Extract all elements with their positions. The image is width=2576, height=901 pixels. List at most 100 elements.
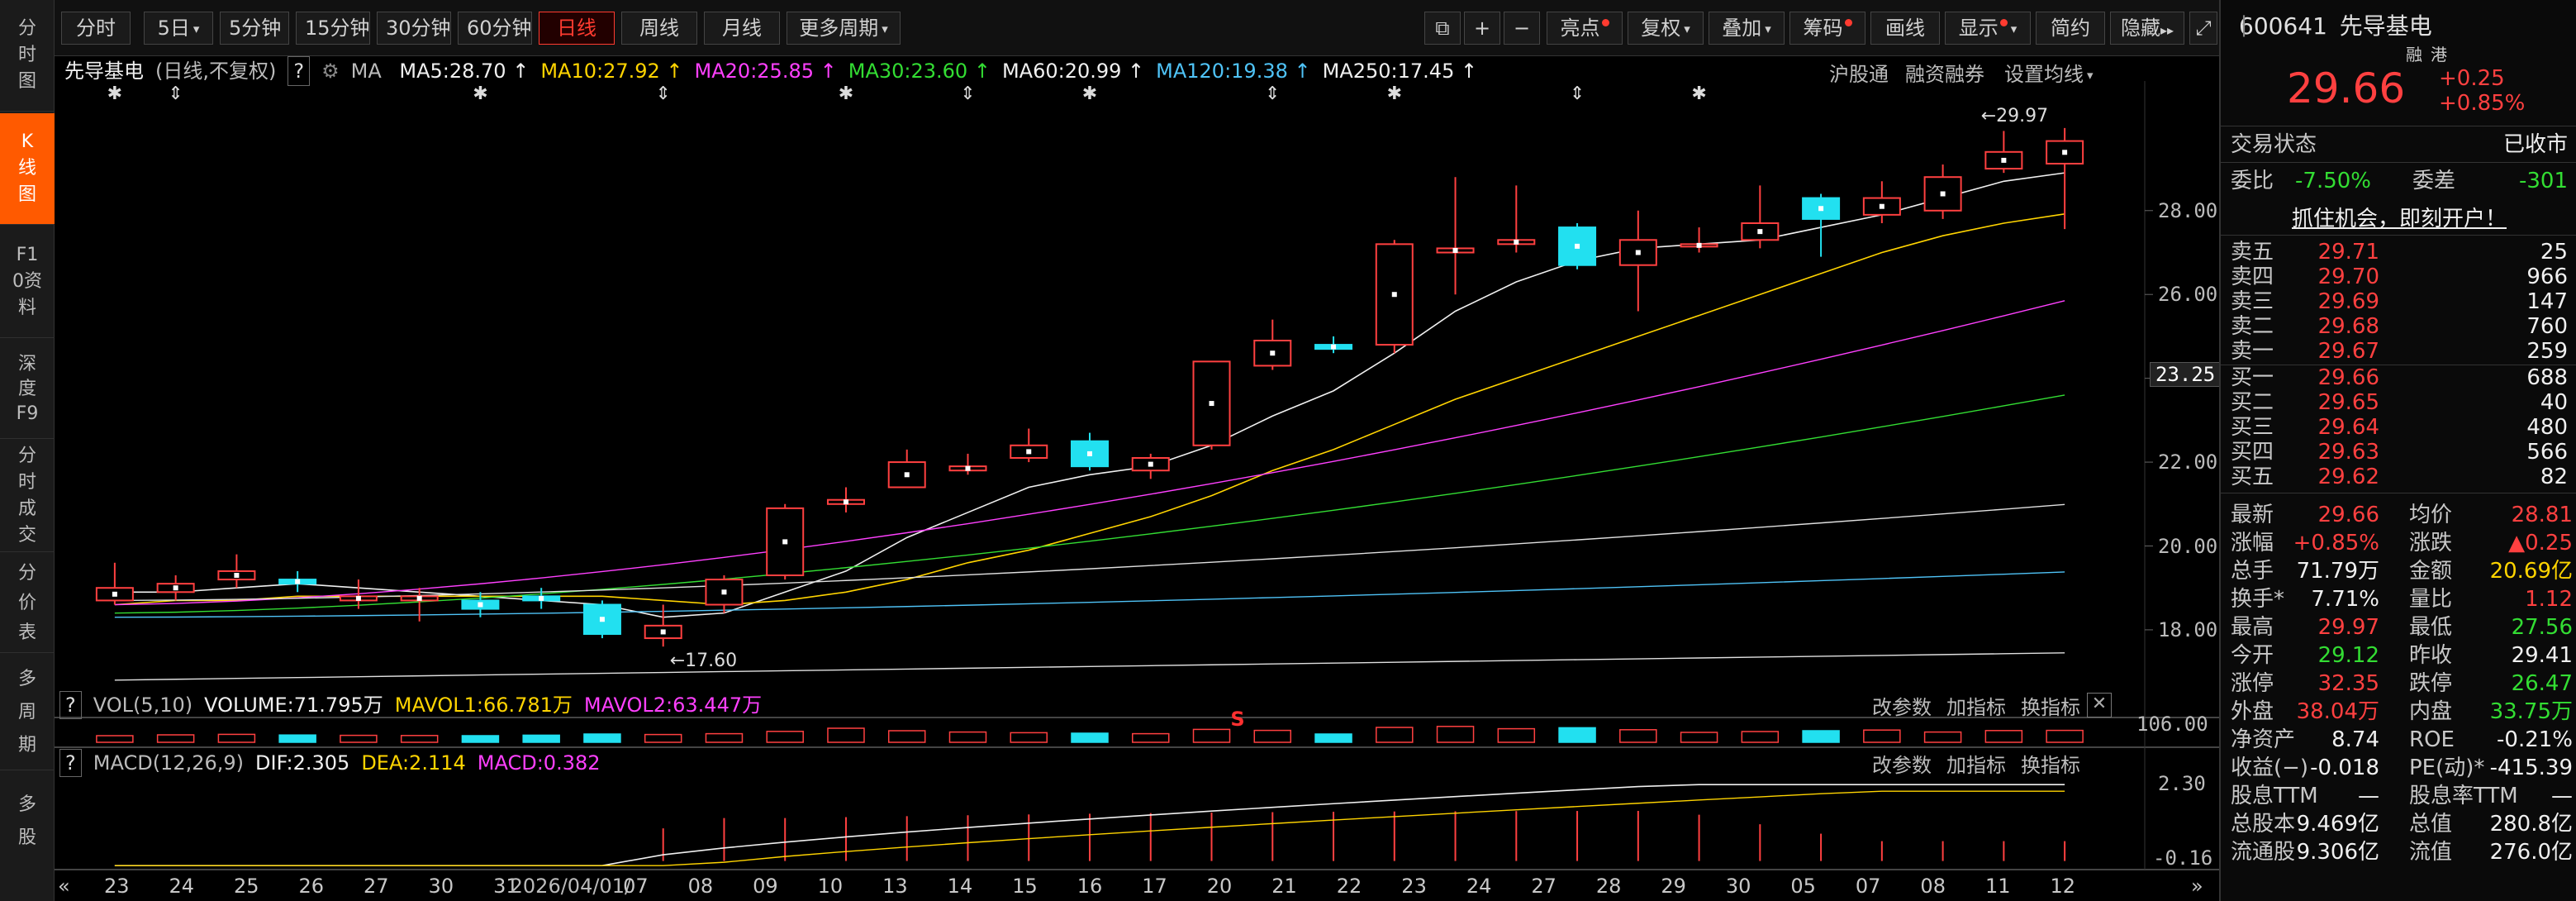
volume-bar [1619, 729, 1657, 743]
fullscreen-icon[interactable]: ⤢ [2189, 12, 2217, 45]
candle-dot [112, 591, 117, 597]
period-30min[interactable]: 30分钟 [377, 12, 451, 45]
sidebar-item-label: 深度F9 [16, 353, 39, 424]
date-tick: 12 [2050, 875, 2075, 898]
display-button[interactable]: 显示 ▾ [1945, 12, 2031, 45]
tag-margin: 融 [2406, 45, 2422, 64]
highlight-button[interactable]: 亮点 [1547, 12, 1623, 45]
link-hgt[interactable]: 沪股通 [1829, 63, 1889, 86]
link-set-ma[interactable]: 设置均线 ▾ [2004, 58, 2094, 87]
open-account-link[interactable]: 抓住机会，即刻开户！ [2291, 207, 2507, 231]
macd-link-add[interactable]: 加指标 [1946, 754, 2006, 777]
volume-bar [1863, 729, 1901, 743]
bid-row[interactable]: 买三 29.64 480 [2221, 415, 2576, 440]
quote-menu-icon[interactable]: ▕ [2231, 17, 2245, 37]
stat-label: 股息率TTM [2409, 784, 2518, 808]
period-monthly[interactable]: 月线 [704, 12, 780, 45]
simple-button[interactable]: 简约 [2036, 12, 2105, 45]
close-icon[interactable]: ✕ [2087, 693, 2112, 717]
vol-link-add[interactable]: 加指标 [1946, 696, 2006, 719]
sidebar-item-f10[interactable]: F10资料 [0, 226, 55, 338]
stat-value: 26.47 [2511, 671, 2573, 696]
period-5day[interactable]: 5日 ▾ [144, 12, 213, 45]
vol-link-switch[interactable]: 换指标 [2021, 696, 2080, 719]
crop-icon[interactable]: ⧉ [1424, 12, 1461, 45]
date-tick: 27 [1531, 875, 1557, 898]
overlay-button[interactable]: 叠加 ▾ [1709, 12, 1785, 45]
period-timeshare[interactable]: 分时 [61, 12, 131, 45]
ask-row[interactable]: 卖五 29.71 25 [2221, 240, 2576, 265]
status-value: 已收市 [2502, 132, 2568, 157]
vol-axis-label: 106.00 [2136, 713, 2208, 736]
zoom-in-icon[interactable]: + [1464, 12, 1500, 45]
sidebar-item-timeshare[interactable]: 分时图 [0, 0, 55, 112]
date-tick: 07 [1855, 875, 1881, 898]
sidebar-item-depth[interactable]: 深度F9 [0, 340, 55, 439]
volume-bar [1558, 727, 1596, 743]
stat-value: 20.69亿 [2489, 559, 2573, 584]
candle-dot [173, 585, 178, 591]
period-weekly[interactable]: 周线 [621, 12, 697, 45]
zoom-out-icon[interactable]: − [1504, 12, 1540, 45]
sidebar-item-kline[interactable]: K线图 [0, 113, 55, 225]
price-tick: 22.00 [2158, 450, 2218, 474]
quote-header: 600641 先导基电 [2239, 8, 2432, 41]
sidebar-item-price-table[interactable]: 分价表 [0, 554, 55, 653]
draw-line-button[interactable]: 画线 [1870, 12, 1940, 45]
stat-label: 换手* [2231, 587, 2285, 612]
ma-value-0: MA5:28.70 ↑ [399, 60, 530, 83]
event-marker: ⇕ [960, 83, 975, 104]
volume-bar [400, 735, 439, 743]
level-volume: 259 [2526, 339, 2568, 364]
candle-dot [721, 589, 727, 595]
candle-dot [782, 539, 788, 545]
kline-chart[interactable]: ✱ ⇕ ✱ ⇕ ✱ ⇕ ✱ ⇕ ✱ ⇕ ✱ ←29.97 ←17.60 S [55, 56, 2219, 901]
sidebar-item-trades[interactable]: 分时成交 [0, 441, 55, 552]
ask-row[interactable]: 卖二 29.68 760 [2221, 314, 2576, 339]
event-marker: ✱ [107, 83, 122, 104]
volume-bar [1984, 730, 2023, 743]
period-more[interactable]: 更多周期 ▾ [787, 12, 901, 45]
vol-link-params[interactable]: 改参数 [1872, 696, 1932, 719]
macd-legend: ? MACD(12,26,9) DIF:2.305 DEA:2.114 MACD:0.3… [59, 749, 612, 777]
period-daily[interactable]: 日线 [539, 12, 615, 45]
volume-bar [1802, 730, 1840, 743]
help-icon[interactable]: ? [288, 56, 311, 86]
chips-button[interactable]: 筹码 [1789, 12, 1865, 45]
ask-row[interactable]: 卖三 29.69 147 [2221, 289, 2576, 314]
link-margin[interactable]: 融资融券 [1905, 63, 1984, 86]
candle-dot [1635, 250, 1641, 255]
macd-link-switch[interactable]: 换指标 [2021, 754, 2080, 777]
level-volume: 82 [2540, 465, 2568, 489]
event-marker: ✱ [473, 83, 487, 104]
sidebar-item-multi-stock[interactable]: 多股 [0, 772, 55, 871]
adjust-button[interactable]: 复权 ▾ [1628, 12, 1704, 45]
macd-link-params[interactable]: 改参数 [1872, 754, 1932, 777]
period-60min[interactable]: 60分钟 [458, 12, 532, 45]
date-tick: 05 [1790, 875, 1816, 898]
bid-row[interactable]: 买四 29.63 566 [2221, 440, 2576, 465]
event-marker: ⇕ [1570, 83, 1585, 104]
ask-row[interactable]: 卖一 29.67 259 [2221, 339, 2576, 364]
ask-row[interactable]: 卖四 29.70 966 [2221, 265, 2576, 289]
bid-row[interactable]: 买五 29.62 82 [2221, 465, 2576, 489]
help-icon[interactable]: ? [59, 749, 82, 777]
volume-bar [1436, 726, 1475, 743]
help-icon[interactable]: ? [59, 691, 82, 719]
hide-button[interactable]: 隐藏▸▸ [2110, 12, 2184, 45]
stat-value: 28.81 [2511, 503, 2573, 527]
low-annotation: ←17.60 [670, 651, 737, 671]
bid-row[interactable]: 买二 29.65 40 [2221, 390, 2576, 415]
stat-value: 71.79万 [2296, 559, 2379, 584]
price-tick: 18.00 [2158, 617, 2218, 641]
scroll-right-icon[interactable]: » [2191, 875, 2203, 898]
bid-row[interactable]: 买一 29.66 688 [2221, 365, 2576, 390]
candle-dot [295, 579, 301, 584]
sidebar-item-multi-period[interactable]: 多周期 [0, 655, 55, 770]
gear-icon[interactable]: ⚙ [321, 60, 340, 83]
ma-label: MA [350, 60, 382, 83]
period-15min[interactable]: 15分钟 [296, 12, 370, 45]
period-5min[interactable]: 5分钟 [220, 12, 289, 45]
candle-dot [416, 595, 422, 601]
scroll-left-icon[interactable]: « [58, 875, 70, 898]
